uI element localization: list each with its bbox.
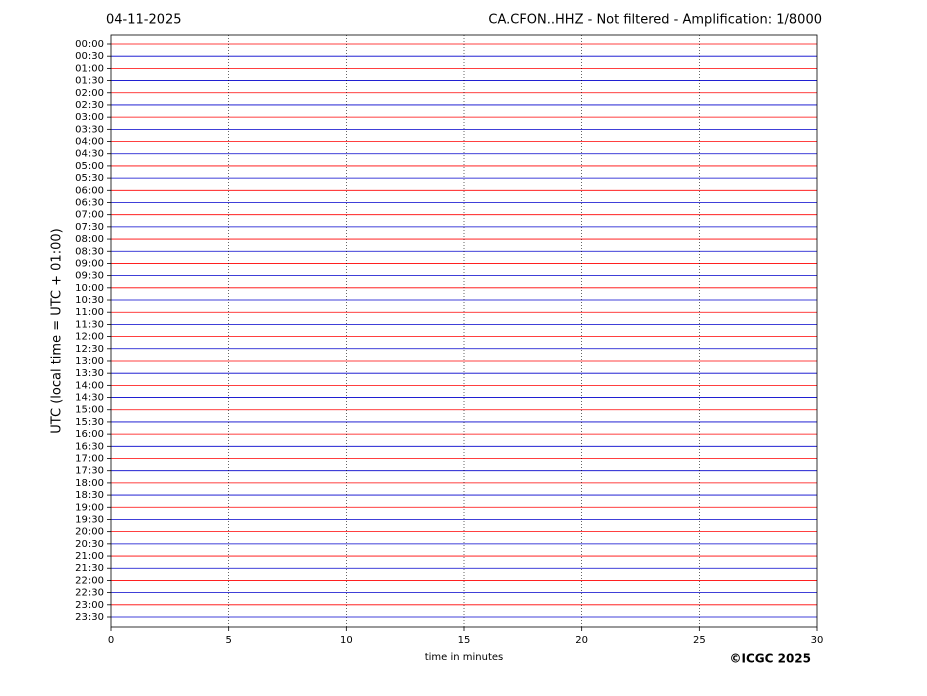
y-tick-label: 04:00 xyxy=(75,137,104,148)
y-tick-label: 03:30 xyxy=(75,124,104,135)
y-axis-label: UTC (local time = UTC + 01:00) xyxy=(50,228,65,433)
y-tick-label: 14:00 xyxy=(75,380,104,391)
x-tick-label: 20 xyxy=(575,635,588,646)
y-tick-label: 00:30 xyxy=(75,51,104,62)
y-tick-label: 03:00 xyxy=(75,112,104,123)
y-tick-label: 01:30 xyxy=(75,76,104,87)
y-tick-label: 15:00 xyxy=(75,405,104,416)
y-tick-label: 15:30 xyxy=(75,417,104,428)
y-tick-label: 06:00 xyxy=(75,185,104,196)
y-tick-label: 23:00 xyxy=(75,600,104,611)
y-tick-label: 22:00 xyxy=(75,575,104,586)
y-tick-label: 18:00 xyxy=(75,478,104,489)
y-tick-label: 17:30 xyxy=(75,466,104,477)
credit: ©ICGC 2025 xyxy=(729,652,811,666)
x-axis-label: time in minutes xyxy=(425,652,504,663)
y-tick-label: 10:30 xyxy=(75,295,104,306)
y-tick-label: 09:00 xyxy=(75,258,104,269)
y-tick-label: 19:00 xyxy=(75,502,104,513)
chart-title: CA.CFON..HHZ - Not filtered - Amplificat… xyxy=(488,13,822,28)
y-tick-label: 13:00 xyxy=(75,356,104,367)
y-tick-label: 16:30 xyxy=(75,441,104,452)
y-tick-label: 11:00 xyxy=(75,307,104,318)
y-tick-label: 13:30 xyxy=(75,368,104,379)
y-tick-label: 12:00 xyxy=(75,332,104,343)
y-tick-label: 19:30 xyxy=(75,514,104,525)
y-tick-label: 09:30 xyxy=(75,271,104,282)
y-tick-label: 07:00 xyxy=(75,210,104,221)
y-tick-label: 21:00 xyxy=(75,551,104,562)
x-tick-label: 10 xyxy=(340,635,353,646)
y-tick-label: 23:30 xyxy=(75,612,104,623)
y-tick-label: 06:30 xyxy=(75,197,104,208)
y-tick-label: 12:30 xyxy=(75,344,104,355)
x-tick-label: 0 xyxy=(108,635,114,646)
y-tick-label: 16:00 xyxy=(75,429,104,440)
date-label: 04-11-2025 xyxy=(106,13,182,28)
y-tick-label: 01:00 xyxy=(75,63,104,74)
y-tick-label: 21:30 xyxy=(75,563,104,574)
x-tick-label: 25 xyxy=(693,635,706,646)
y-tick-label: 11:30 xyxy=(75,319,104,330)
x-tick-label: 30 xyxy=(811,635,824,646)
y-tick-label: 02:00 xyxy=(75,88,104,99)
y-tick-label: 22:30 xyxy=(75,588,104,599)
y-tick-label: 02:30 xyxy=(75,100,104,111)
x-tick-label: 5 xyxy=(225,635,231,646)
y-tick-label: 17:00 xyxy=(75,454,104,465)
plot-frame xyxy=(110,34,818,628)
y-tick-label: 08:30 xyxy=(75,246,104,257)
y-tick-label: 07:30 xyxy=(75,222,104,233)
y-tick-label: 04:30 xyxy=(75,149,104,160)
y-tick-label: 00:00 xyxy=(75,39,104,50)
y-tick-label: 05:30 xyxy=(75,173,104,184)
y-tick-label: 20:00 xyxy=(75,527,104,538)
y-tick-label: 08:00 xyxy=(75,234,104,245)
x-tick-label: 15 xyxy=(458,635,471,646)
y-tick-label: 14:30 xyxy=(75,393,104,404)
y-tick-label: 05:00 xyxy=(75,161,104,172)
y-tick-label: 10:00 xyxy=(75,283,104,294)
y-tick-label: 20:30 xyxy=(75,539,104,550)
y-tick-label: 18:30 xyxy=(75,490,104,501)
